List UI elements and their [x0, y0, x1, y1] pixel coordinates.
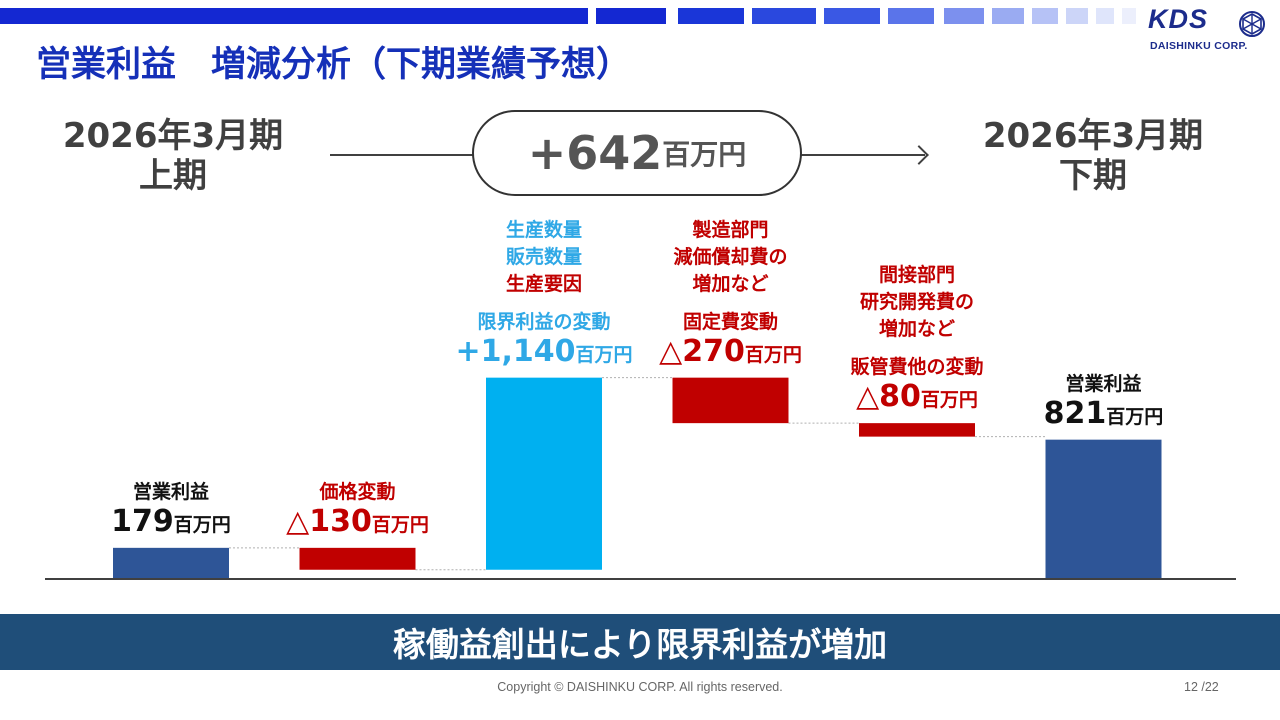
factor-text: 製造部門 [692, 218, 769, 241]
factor-text: 研究開発費の [859, 291, 974, 314]
bar-value-unit: 百万円 [575, 343, 633, 366]
bar-caption: 価格変動 [319, 480, 396, 503]
company-logo: KDS DAISHINKU CORP. [1148, 4, 1270, 54]
bar-end [1045, 439, 1162, 578]
bar-value-unit: 百万円 [920, 389, 978, 412]
waterfall-chart [45, 377, 1236, 580]
bar-label-price: 価格変動 △130百万円 [248, 480, 468, 540]
top-stripe-block [1096, 8, 1114, 24]
bar-value-label: △270 [659, 333, 745, 369]
factor-text: 増加など [692, 272, 769, 295]
summary-banner: 稼働益創出により限界利益が増加 [0, 614, 1280, 670]
bar-caption: 固定費変動 [682, 310, 778, 333]
factor-text: 生産数量 [505, 218, 582, 241]
page-title: 営業利益 増減分析（下期業績予想） [36, 45, 632, 85]
bar-label-margin: 生産数量販売数量生産要因限界利益の変動 +1,140百万円 [434, 217, 654, 370]
bar-sga [859, 423, 975, 437]
period-from-line2: 上期 [139, 156, 207, 196]
bar-value-unit: 百万円 [1106, 405, 1164, 428]
factor-text: 生産要因 [505, 272, 582, 295]
bar-start [113, 547, 229, 578]
top-stripe-block [596, 8, 666, 24]
bar-margin [486, 377, 602, 570]
period-to-line1: 2026年3月期 [982, 116, 1204, 156]
logo-subtext: DAISHINKU CORP. [1150, 40, 1248, 52]
factor-text: 販売数量 [505, 245, 582, 268]
copyright-footer: Copyright © DAISHINKU CORP. All rights r… [497, 680, 783, 694]
factor-text: 増加など [878, 318, 955, 341]
top-stripe-block [752, 8, 816, 24]
top-stripe-block [888, 8, 934, 24]
bar-value-label: 179 [111, 503, 174, 539]
delta-pill: +642 百万円 [472, 110, 802, 196]
bar-label-fixed: 製造部門減価償却費の 増加など固定費変動 △270百万円 [621, 217, 841, 370]
period-from: 2026年3月期 上期 [48, 116, 298, 196]
bar-value-unit: 百万円 [744, 343, 802, 366]
bar-value-label: △80 [856, 379, 921, 415]
top-stripe-block [944, 8, 984, 24]
page-number: 12 /22 [1184, 680, 1219, 694]
bar-caption: 販管費他の変動 [850, 356, 984, 379]
top-stripe-block [1122, 8, 1136, 24]
bar-label-end: 営業利益 821百万円 [994, 372, 1214, 432]
bar-fixed [672, 377, 789, 424]
period-to: 2026年3月期 下期 [968, 116, 1218, 196]
bar-price [299, 547, 416, 570]
bar-label-start: 営業利益 179百万円 [61, 480, 281, 540]
top-stripe-bar [0, 8, 1140, 24]
period-from-line1: 2026年3月期 [62, 116, 284, 156]
bar-caption: 営業利益 [132, 480, 209, 503]
logo-hexagon-icon [1239, 11, 1265, 37]
top-stripe-block [992, 8, 1024, 24]
bar-value-label: △130 [286, 503, 372, 539]
bar-value-unit: 百万円 [371, 513, 429, 536]
top-stripe-block [1032, 8, 1058, 24]
bar-caption: 営業利益 [1065, 372, 1142, 395]
top-stripe-block [824, 8, 880, 24]
top-stripe-block [678, 8, 744, 24]
delta-value: +642 [527, 126, 663, 180]
logo-text: KDS [1148, 4, 1209, 34]
factor-text: 減価償却費の [673, 245, 788, 268]
factor-text: 間接部門 [878, 264, 955, 287]
bar-value-label: +1,140 [455, 333, 576, 369]
bar-caption: 限界利益の変動 [477, 310, 611, 333]
bar-value-unit: 百万円 [173, 513, 231, 536]
period-to-line2: 下期 [1059, 156, 1127, 196]
top-stripe-block [1066, 8, 1088, 24]
bar-label-sga: 間接部門研究開発費の 増加など販管費他の変動 △80百万円 [807, 262, 1027, 415]
delta-unit: 百万円 [662, 138, 747, 171]
bar-value-label: 821 [1043, 395, 1107, 431]
